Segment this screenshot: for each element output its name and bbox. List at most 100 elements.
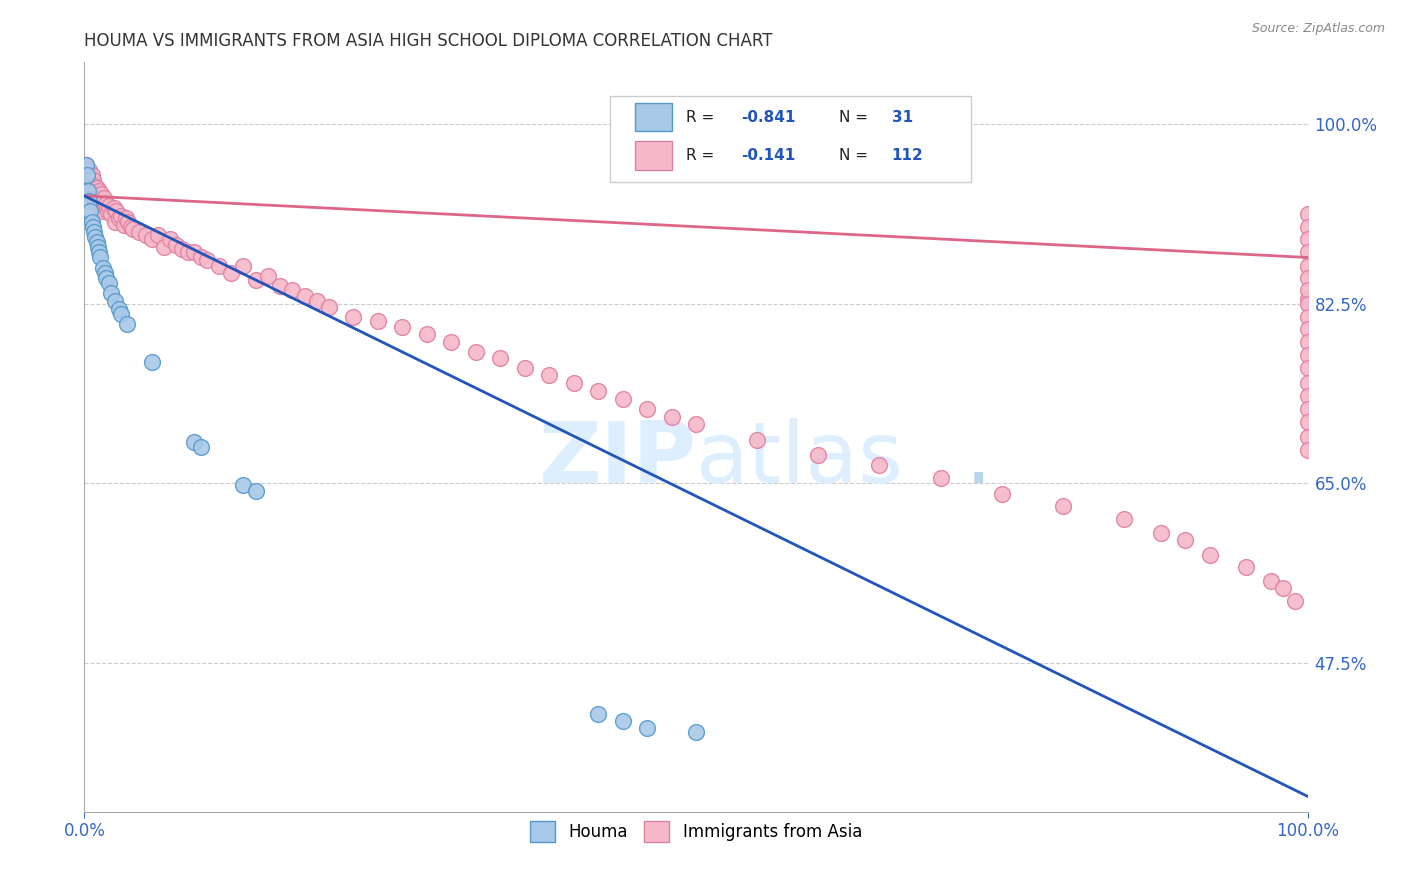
Point (245, 273, 267, 287)
Point (146, 227, 169, 242)
Point (87, 189, 110, 203)
Point (416, 327, 439, 342)
Text: R =: R = (686, 148, 720, 163)
Point (86, 194, 108, 208)
Point (83, 225, 105, 239)
Point (77, 194, 100, 208)
Point (685, 724, 707, 739)
Point (153, 240, 176, 254)
Point (1114, 512, 1136, 526)
Point (195, 252, 218, 267)
Point (1296, 389, 1319, 403)
Point (97, 199, 120, 213)
Text: R =: R = (686, 110, 720, 125)
Point (79, 204, 101, 219)
Point (1296, 296, 1319, 310)
Point (1296, 207, 1319, 221)
Point (103, 201, 125, 215)
Point (257, 268, 280, 283)
Legend: Houma, Immigrants from Asia: Houma, Immigrants from Asia (523, 814, 869, 848)
Point (107, 301, 129, 316)
Point (1296, 376, 1319, 390)
Point (1296, 415, 1319, 429)
Point (1052, 499, 1074, 513)
Point (464, 344, 486, 359)
Point (94, 266, 117, 280)
Point (294, 289, 316, 303)
Point (612, 714, 634, 729)
Point (77, 169, 100, 183)
Point (1296, 402, 1319, 417)
Point (807, 448, 830, 462)
Point (89, 251, 111, 265)
Point (86, 235, 108, 249)
Point (538, 368, 561, 383)
Point (77, 178, 100, 193)
Point (636, 721, 658, 735)
Point (586, 707, 609, 722)
Bar (636, 141, 672, 169)
Text: 112: 112 (891, 148, 924, 163)
Point (1272, 581, 1295, 595)
Point (93, 191, 115, 205)
Point (1198, 548, 1220, 562)
Point (75, 158, 97, 172)
Point (90, 186, 112, 201)
Point (219, 266, 242, 280)
Point (391, 320, 413, 334)
Point (115, 317, 138, 331)
Point (208, 259, 231, 273)
Point (1296, 245, 1319, 260)
Point (232, 259, 254, 273)
Point (318, 300, 340, 314)
Point (190, 251, 212, 265)
Point (1260, 574, 1282, 588)
Point (91, 194, 114, 208)
Point (77, 184, 100, 198)
Point (269, 279, 291, 293)
Point (75, 158, 97, 172)
Point (586, 384, 609, 398)
Point (232, 478, 254, 492)
Point (87, 245, 110, 260)
Point (110, 210, 132, 224)
Point (104, 293, 127, 308)
Point (76, 163, 98, 178)
Point (82, 191, 104, 205)
Point (1296, 443, 1319, 458)
Text: HOUMA VS IMMIGRANTS FROM ASIA HIGH SCHOOL DIPLOMA CORRELATION CHART: HOUMA VS IMMIGRANTS FROM ASIA HIGH SCHOO… (84, 32, 773, 50)
Text: atlas: atlas (696, 418, 904, 501)
Point (83, 178, 105, 193)
Text: N =: N = (839, 148, 873, 163)
Point (1150, 525, 1173, 540)
Point (141, 232, 163, 246)
Point (120, 219, 142, 234)
Point (1296, 310, 1319, 324)
Point (1296, 283, 1319, 297)
Point (183, 435, 205, 450)
Point (747, 433, 769, 447)
Point (1236, 560, 1258, 574)
Text: .: . (965, 418, 993, 501)
Point (1296, 361, 1319, 376)
Point (89, 201, 111, 215)
Point (86, 180, 108, 194)
Point (100, 286, 122, 301)
Point (636, 402, 658, 417)
Point (105, 204, 128, 219)
Point (115, 211, 138, 226)
Point (183, 245, 205, 260)
Point (661, 409, 683, 424)
Point (1296, 348, 1319, 362)
Point (1296, 292, 1319, 306)
Point (141, 355, 163, 369)
Point (94, 199, 117, 213)
Point (245, 484, 267, 499)
FancyBboxPatch shape (610, 96, 972, 182)
Point (112, 218, 135, 232)
Point (342, 310, 364, 324)
Point (87, 184, 110, 198)
Point (685, 417, 707, 431)
Point (1296, 232, 1319, 246)
Point (281, 283, 304, 297)
